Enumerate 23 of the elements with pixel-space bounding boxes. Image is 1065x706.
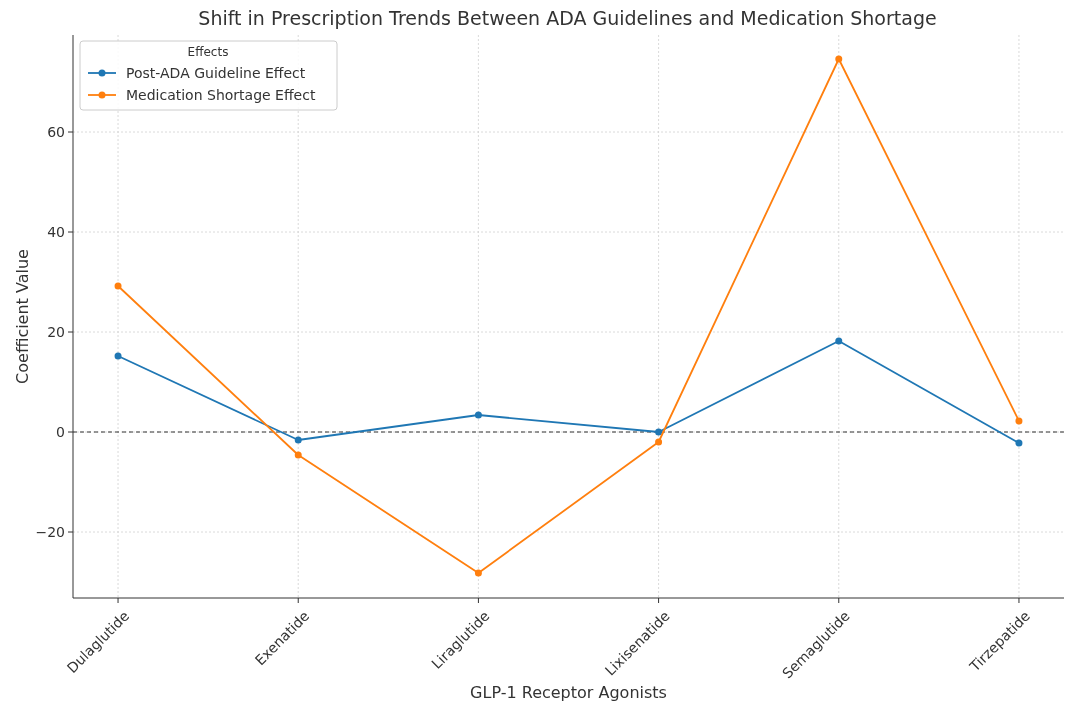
point xyxy=(474,411,482,419)
point xyxy=(655,428,663,436)
y-tick-label: 20 xyxy=(47,323,65,340)
y-tick-label: 40 xyxy=(47,223,65,240)
y-axis-title: Coefficient Value xyxy=(13,249,32,384)
chart-title: Shift in Prescription Trends Between ADA Guidelines and Medication Shortage xyxy=(198,7,937,29)
point xyxy=(835,337,843,345)
point xyxy=(835,55,843,63)
legend-label: Post-ADA Guideline Effect xyxy=(126,64,306,81)
y-tick-label: 60 xyxy=(47,123,65,140)
point xyxy=(1015,439,1023,447)
point xyxy=(114,352,122,360)
y-tick-label: 0 xyxy=(56,423,65,440)
point xyxy=(294,451,302,459)
point xyxy=(114,282,122,290)
legend-title: Effects xyxy=(187,45,229,59)
point xyxy=(1015,417,1023,425)
point xyxy=(294,436,302,444)
x-axis-title: GLP-1 Receptor Agonists xyxy=(470,683,667,702)
point xyxy=(474,569,482,577)
y-tick-label: −20 xyxy=(35,523,65,540)
point xyxy=(655,438,663,446)
legend-label: Medication Shortage Effect xyxy=(126,86,316,103)
